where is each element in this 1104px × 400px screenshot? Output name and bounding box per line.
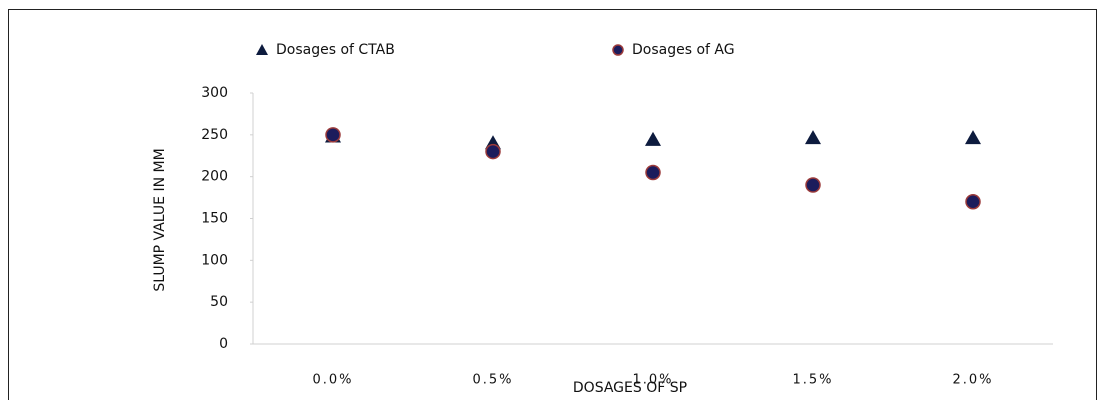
point bbox=[325, 127, 341, 143]
x-tick-label: 1.5% bbox=[792, 373, 833, 388]
legend-label: Dosages of CTAB bbox=[276, 42, 395, 58]
y-tick-label: 250 bbox=[201, 127, 228, 143]
legend-label: Dosages of AG bbox=[632, 42, 735, 58]
point bbox=[645, 164, 661, 181]
y-axis-label: SLUMP VALUE IN MM bbox=[152, 148, 168, 291]
y-tick-label: 0 bbox=[219, 336, 228, 352]
chart-frame bbox=[8, 9, 1097, 400]
x-tick-label: 2.0% bbox=[952, 373, 993, 388]
x-tick-label: 0.0% bbox=[312, 373, 353, 388]
x-tick-label: 0.5% bbox=[472, 373, 513, 388]
point bbox=[645, 131, 661, 146]
point bbox=[965, 194, 981, 210]
legend-marker bbox=[256, 44, 268, 55]
point bbox=[805, 177, 821, 193]
y-tick-label: 200 bbox=[201, 169, 228, 185]
y-tick-label: 100 bbox=[201, 252, 228, 268]
y-tick-label: 300 bbox=[201, 85, 228, 101]
x-tick-label: 1.0% bbox=[632, 373, 673, 388]
point bbox=[805, 130, 821, 145]
x-axis-label: DOSAGES OF SP bbox=[573, 380, 687, 396]
point bbox=[485, 143, 501, 160]
legend-marker bbox=[612, 44, 624, 56]
point bbox=[965, 130, 981, 145]
y-tick-label: 50 bbox=[210, 294, 228, 310]
y-tick-label: 150 bbox=[201, 211, 228, 227]
